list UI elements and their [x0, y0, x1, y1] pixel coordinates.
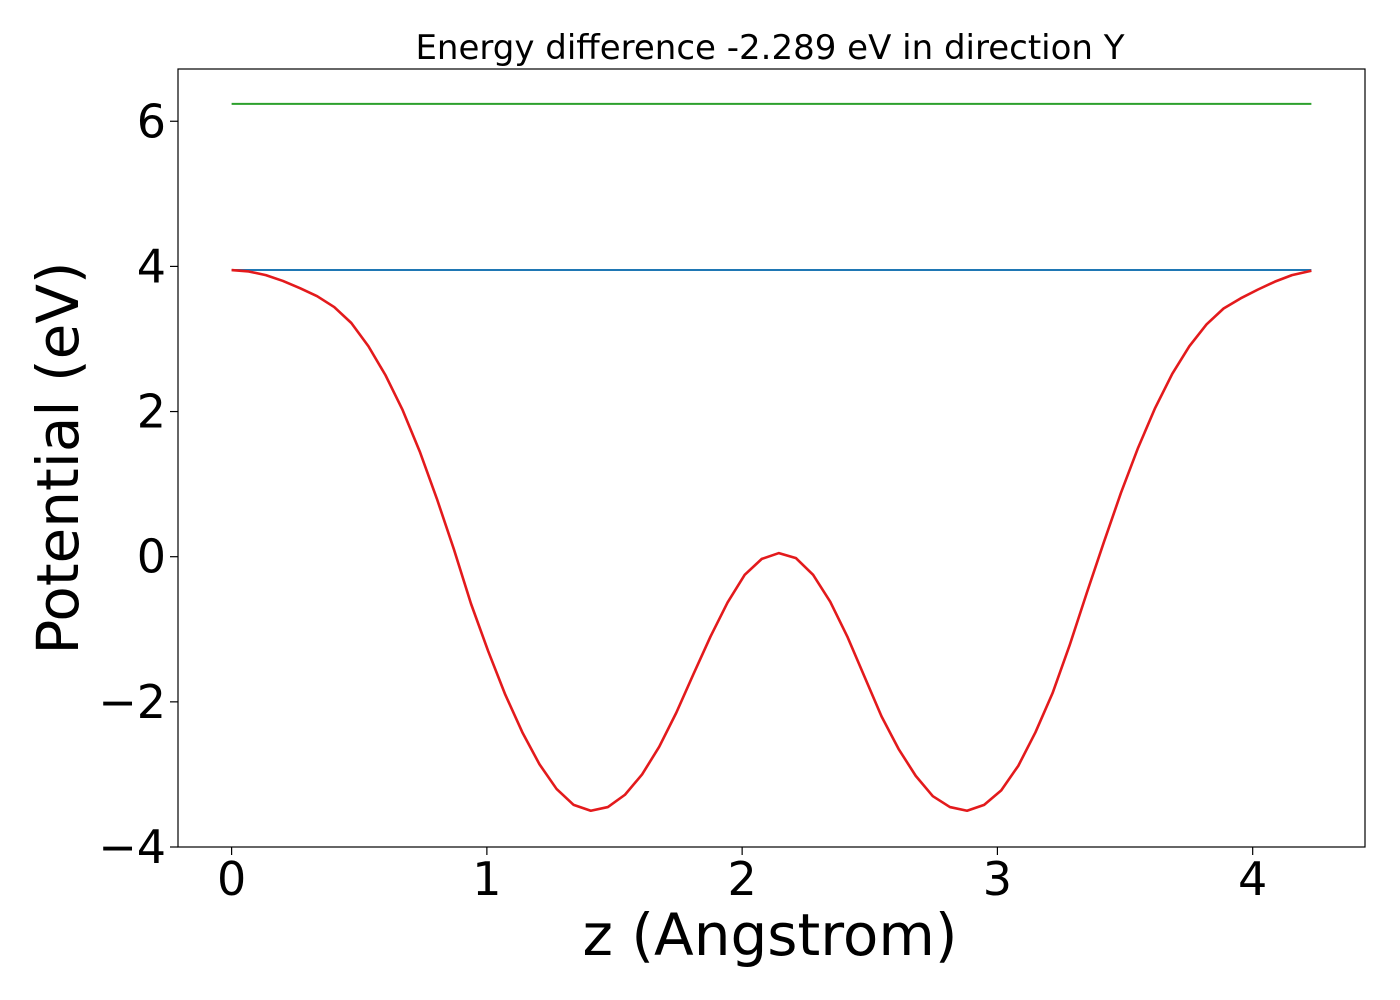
- y-tick-label: 2: [137, 385, 166, 439]
- y-axis-ticks: −4 −2 0 2 4 6: [98, 94, 178, 874]
- chart-title: Energy difference -2.289 eV in direction…: [415, 28, 1124, 68]
- x-tick-label: 0: [217, 852, 246, 906]
- y-axis-label: Potential (eV): [24, 261, 92, 654]
- x-axis-label: z (Angstrom): [583, 901, 958, 969]
- x-tick-label: 4: [1238, 852, 1267, 906]
- x-tick-label: 2: [728, 852, 757, 906]
- y-tick-label: 4: [137, 239, 166, 293]
- plot-area-frame: [177, 68, 1366, 848]
- x-tick-label: 1: [472, 852, 501, 906]
- y-tick-label: 6: [137, 94, 166, 148]
- series-line-2: [231, 268, 1312, 813]
- x-axis-ticks: 0 1 2 3 4: [217, 847, 1267, 906]
- y-tick-label: −2: [98, 675, 166, 729]
- y-tick-label: −4: [98, 820, 166, 874]
- y-tick-label: 0: [137, 530, 166, 584]
- x-tick-label: 3: [983, 852, 1012, 906]
- series-layer: [231, 102, 1312, 813]
